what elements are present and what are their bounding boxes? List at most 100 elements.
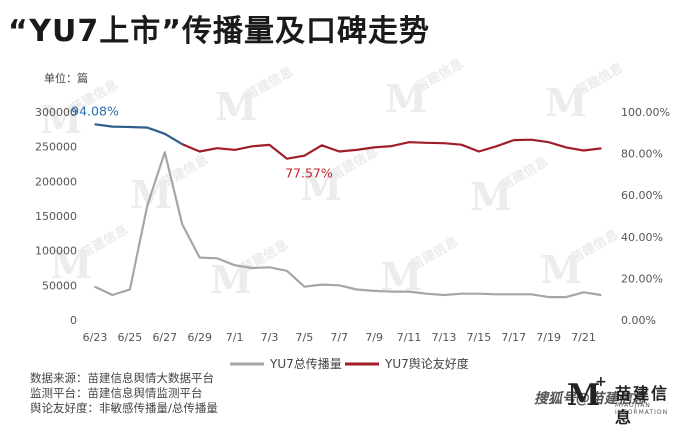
x-tick-2: 6/27: [152, 331, 177, 344]
series-total-point-20: [443, 294, 445, 296]
brand-plus-icon: +: [595, 374, 607, 390]
series-total-point-22: [478, 292, 480, 295]
brand-subtitle: MIAOJIAN INFORMATION: [615, 402, 669, 416]
footnote-source: 数据来源：苗建信息舆情大数据平台: [30, 371, 214, 385]
page-title: “YU7上市”传播量及口碑走势: [8, 14, 430, 49]
left-axis: 0 50000 100000 150000 200000 250000 300000: [35, 106, 77, 327]
x-tick-4: 7/1: [226, 331, 244, 344]
series-friendly-point-21: [460, 143, 463, 146]
series-friendly-point-9: [251, 145, 253, 148]
series-friendly-point-22: [478, 150, 480, 153]
series-friendly-point-23: [495, 145, 498, 148]
series-total-point-3: [146, 204, 149, 207]
watermark-mark-1: M: [215, 84, 257, 129]
series-total-point-9: [251, 267, 253, 269]
x-tick-11: 7/15: [467, 331, 492, 344]
series-friendly-line-early: [94, 123, 183, 146]
x-axis: 6/23 6/25 6/27 6/29 7/1 7/3 7/5 7/7 7/9 7/11 7/13 7…: [83, 331, 596, 344]
watermark-mark-7: M: [50, 242, 92, 287]
y-left-tick-2: 100000: [35, 245, 77, 258]
x-tick-3: 6/29: [187, 331, 212, 344]
series-friendly-point-15: [355, 149, 358, 151]
footnote-platform: 监测平台：苗建信息舆情监测平台: [30, 386, 203, 400]
y-right-tick-5: 100.00%: [621, 106, 670, 119]
y-left-tick-3: 150000: [35, 210, 77, 223]
series-total-point-5: [181, 223, 184, 226]
series-total-point-11: [286, 269, 288, 272]
series-friendly-point-6: [198, 150, 201, 153]
x-tick-12: 7/17: [501, 331, 526, 344]
series-friendly-line: [181, 138, 602, 160]
series-friendly-point-26: [547, 141, 550, 143]
series-total-point-19: [425, 292, 428, 295]
y-right-tick-2: 40.00%: [621, 231, 663, 244]
y-left-tick-6: 300000: [35, 106, 77, 119]
series-total-point-10: [268, 266, 271, 269]
series-friendly-point-12: [303, 154, 306, 157]
series-friendly-point-3: [146, 126, 149, 129]
series-total-point-24: [512, 293, 515, 296]
watermark-mark-2: M: [385, 76, 427, 121]
footnote-definition: 舆论友好度：非敏感传播量/总传播量: [30, 401, 218, 415]
unit-label: 单位：篇: [44, 72, 88, 85]
x-tick-0: 6/23: [83, 331, 108, 344]
watermark-mark-3: M: [545, 80, 587, 125]
series-friendly-point-18: [408, 141, 410, 143]
series-friendly-point-17: [390, 145, 393, 147]
series-friendly-point-27: [565, 146, 567, 149]
series-friendly-point-16: [373, 146, 375, 149]
overlay-credit: 搜狐号@苗建信息: [534, 391, 646, 407]
x-tick-9: 7/11: [397, 331, 422, 344]
y-right-tick-3: 60.00%: [621, 189, 663, 202]
watermark-mark-0: M: [40, 97, 82, 142]
annotation-0: 94.08%: [71, 103, 119, 118]
series-total-point-25: [530, 293, 533, 296]
y-right-tick-1: 20.00%: [621, 272, 663, 285]
y-left-tick-4: 200000: [35, 175, 77, 188]
series-friendly-point-1: [111, 125, 114, 128]
series-total-point-15: [355, 288, 358, 291]
watermark-mark-6: M: [470, 174, 512, 219]
series-total-point-18: [408, 290, 410, 293]
series-total-point-26: [547, 296, 550, 298]
series-total-point-6: [198, 256, 201, 259]
series-friendly-point-20: [443, 142, 445, 144]
series-total-point-4: [163, 151, 166, 154]
brand-mark-icon: M: [567, 378, 601, 413]
series-friendly-point-25: [530, 138, 533, 141]
y-left-tick-0: 0: [70, 314, 77, 327]
x-tick-1: 6/25: [118, 331, 143, 344]
series-total-point-1: [111, 294, 114, 296]
x-tick-8: 7/9: [365, 331, 383, 344]
series-friendly-point-19: [425, 141, 428, 144]
y-right-tick-4: 80.00%: [621, 148, 663, 161]
series-total-point-7: [216, 257, 218, 260]
series-friendly-point-10: [268, 144, 271, 146]
series-friendly-point-0: [94, 123, 96, 126]
series-friendly-point-4: [163, 133, 166, 135]
x-tick-13: 7/19: [536, 331, 561, 344]
watermark-mark-10: M: [540, 247, 582, 292]
series-layer: [94, 123, 602, 299]
series-total-point-23: [495, 293, 498, 296]
y-left-tick-5: 250000: [35, 141, 77, 154]
x-tick-14: 7/21: [571, 331, 596, 344]
series-friendly-point-29: [600, 147, 602, 150]
legend-label-friendly: YU7舆论友好度: [384, 356, 469, 371]
series-total-point-27: [565, 296, 567, 298]
series-friendly-point-11: [286, 157, 288, 160]
series-friendly-point-13: [321, 144, 323, 147]
series-friendly-point-14: [338, 150, 341, 153]
legend-label-total: YU7总传播量: [269, 356, 342, 371]
series-total-point-12: [303, 285, 306, 288]
series-friendly-point-24: [512, 139, 515, 141]
legend: YU7总传播量 YU7舆论友好度: [230, 356, 469, 371]
series-friendly-point-7: [216, 147, 218, 149]
annotation-1: 77.57%: [285, 166, 333, 181]
x-tick-6: 7/5: [296, 331, 314, 344]
series-friendly-point-28: [582, 149, 585, 152]
brand-logo: M + 苗建信息 MIAOJIAN INFORMATION: [567, 374, 685, 427]
x-tick-7: 7/7: [330, 331, 348, 344]
series-total-point-0: [94, 285, 96, 288]
